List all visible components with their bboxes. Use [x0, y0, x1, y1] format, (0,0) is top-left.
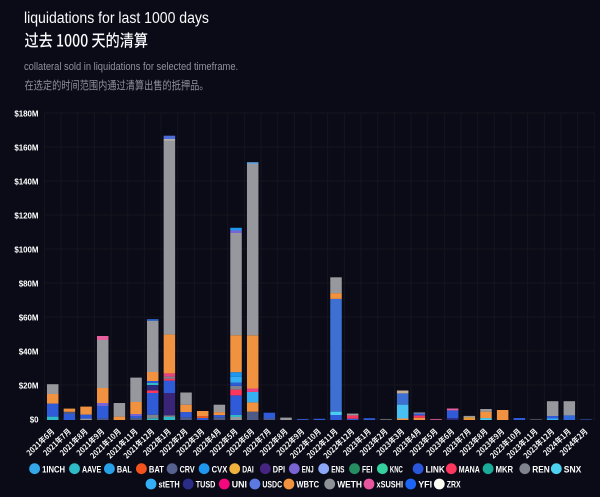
svg-text:$20M: $20M — [19, 381, 39, 390]
svg-text:xSUSHI: xSUSHI — [377, 480, 404, 490]
svg-text:MANA: MANA — [459, 464, 480, 474]
svg-text:$0: $0 — [30, 415, 39, 424]
svg-text:stETH: stETH — [159, 480, 180, 490]
svg-text:BAL: BAL — [117, 464, 132, 474]
svg-text:REN: REN — [532, 464, 550, 474]
svg-text:$160M: $160M — [14, 143, 39, 152]
svg-text:1INCH: 1INCH — [42, 464, 65, 474]
svg-text:ZRX: ZRX — [447, 480, 462, 490]
svg-text:CRV: CRV — [180, 464, 196, 474]
svg-text:YFI: YFI — [418, 480, 432, 490]
svg-text:LINK: LINK — [426, 464, 446, 474]
svg-text:$180M: $180M — [14, 109, 39, 118]
svg-text:WETH: WETH — [337, 480, 362, 490]
svg-text:CVX: CVX — [212, 464, 228, 474]
svg-text:SNX: SNX — [564, 464, 582, 474]
svg-text:KNC: KNC — [390, 464, 403, 474]
svg-text:BAT: BAT — [149, 464, 164, 474]
svg-text:$140M: $140M — [14, 177, 39, 186]
svg-text:$80M: $80M — [19, 279, 39, 288]
svg-text:$100M: $100M — [14, 245, 39, 254]
svg-text:$60M: $60M — [19, 313, 39, 322]
svg-text:DAI: DAI — [242, 464, 254, 474]
svg-text:MKR: MKR — [496, 464, 514, 474]
svg-text:AAVE: AAVE — [82, 464, 101, 474]
svg-text:FEI: FEI — [362, 464, 373, 474]
svg-text:ENJ: ENJ — [302, 464, 314, 474]
svg-text:DPI: DPI — [273, 464, 285, 474]
svg-text:USDC: USDC — [262, 480, 282, 490]
svg-text:TUSD: TUSD — [196, 480, 216, 490]
svg-text:$120M: $120M — [14, 211, 39, 220]
svg-text:$40M: $40M — [19, 347, 39, 356]
svg-text:WBTC: WBTC — [296, 480, 319, 490]
svg-text:ENS: ENS — [331, 464, 344, 474]
svg-text:UNI: UNI — [232, 480, 247, 490]
